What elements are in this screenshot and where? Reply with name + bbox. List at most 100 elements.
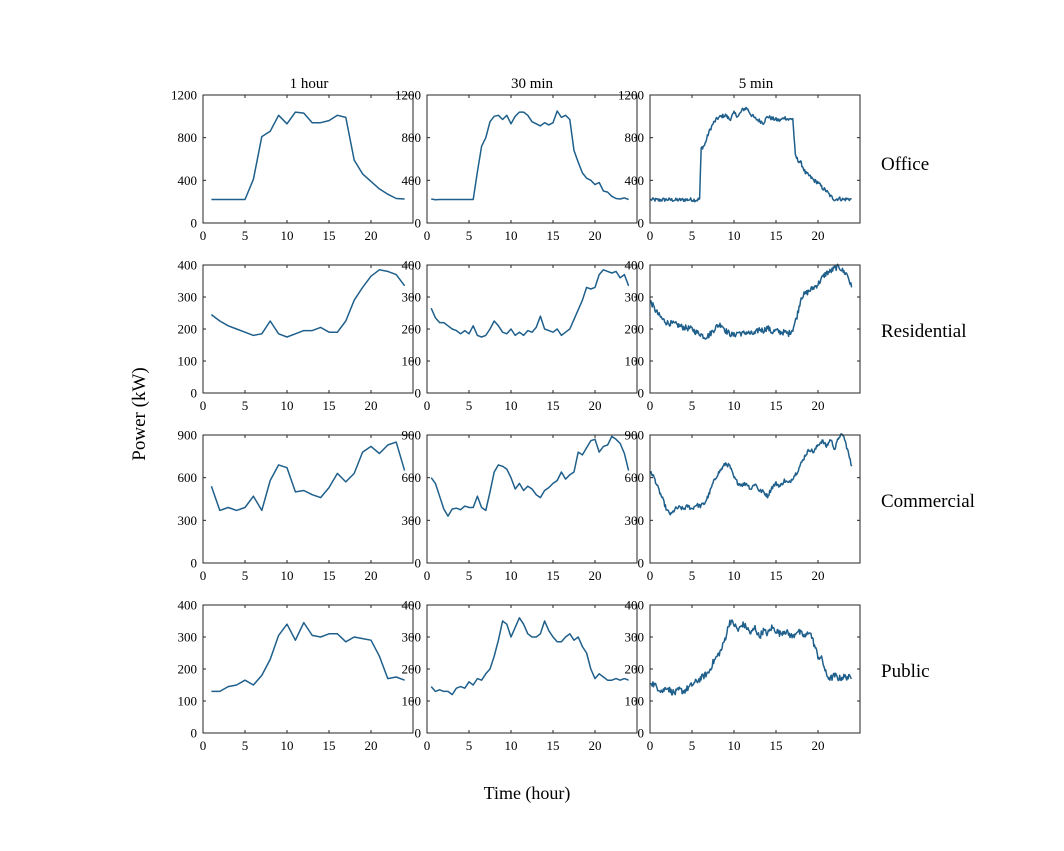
x-tick-label: 15 — [547, 568, 560, 583]
y-tick-label: 600 — [178, 470, 198, 485]
x-tick-label: 5 — [466, 738, 473, 753]
x-tick-label: 0 — [200, 738, 207, 753]
y-tick-label: 0 — [638, 386, 645, 401]
y-tick-label: 900 — [625, 428, 645, 443]
series-line-public-1-hour — [211, 621, 405, 693]
x-tick-label: 0 — [647, 228, 654, 243]
x-tick-label: 0 — [647, 398, 654, 413]
series-line-residential-30-min — [430, 269, 630, 338]
y-tick-label: 400 — [178, 173, 198, 188]
y-tick-label: 200 — [625, 662, 645, 677]
axes-box-commercial-1-hour — [202, 434, 414, 564]
y-tick-label: 0 — [638, 216, 645, 231]
x-tick-label: 0 — [647, 738, 654, 753]
y-tick-label: 100 — [178, 694, 198, 709]
x-tick-label: 5 — [689, 738, 696, 753]
y-tick-label: 200 — [402, 662, 422, 677]
axes-box-commercial-30-min — [426, 434, 638, 564]
x-tick-label: 20 — [589, 228, 602, 243]
y-tick-label: 0 — [191, 216, 198, 231]
x-tick-label: 20 — [365, 228, 378, 243]
panel-commercial-30-min: 0 5 10 15 20 0 300 600 900 — [402, 428, 638, 583]
x-tick-label: 15 — [770, 738, 783, 753]
x-tick-label: 0 — [647, 568, 654, 583]
column-title-30min: 30 min — [511, 76, 554, 92]
series-line-commercial-30-min — [430, 435, 630, 517]
x-tick-label: 0 — [424, 738, 431, 753]
series-line-office-5-min — [650, 106, 852, 203]
x-tick-label: 10 — [728, 398, 741, 413]
panel-commercial-5-min: 0 5 10 15 20 0 300 600 900 — [625, 428, 861, 583]
x-tick-label: 10 — [281, 738, 294, 753]
y-axis-label: Power (kW) — [129, 367, 150, 460]
series-line-commercial-5-min — [650, 433, 853, 516]
column-title-1h: 1 hour — [290, 76, 329, 92]
x-tick-label: 10 — [281, 568, 294, 583]
y-tick-label: 100 — [402, 354, 422, 369]
x-tick-label: 20 — [365, 398, 378, 413]
x-tick-label: 15 — [547, 738, 560, 753]
y-tick-label: 800 — [402, 130, 422, 145]
row-label-public: Public — [881, 661, 930, 682]
x-tick-label: 10 — [281, 398, 294, 413]
y-tick-label: 400 — [402, 258, 422, 273]
y-tick-label: 400 — [402, 173, 422, 188]
y-tick-label: 300 — [625, 290, 645, 305]
x-tick-label: 20 — [812, 738, 825, 753]
y-tick-label: 300 — [402, 630, 422, 645]
y-tick-label: 0 — [191, 726, 198, 741]
y-tick-label: 400 — [625, 598, 645, 613]
y-tick-label: 300 — [178, 290, 198, 305]
x-tick-label: 10 — [728, 228, 741, 243]
x-tick-label: 0 — [424, 398, 431, 413]
y-tick-label: 100 — [402, 694, 422, 709]
x-tick-label: 0 — [200, 398, 207, 413]
y-tick-label: 300 — [625, 630, 645, 645]
y-tick-label: 300 — [178, 630, 198, 645]
panel-office-1-hour: 0 5 10 15 20 0 400 800 1200 — [171, 88, 414, 243]
x-tick-label: 5 — [466, 568, 473, 583]
row-label-office: Office — [881, 154, 929, 175]
x-tick-label: 0 — [424, 568, 431, 583]
series-line-public-5-min — [650, 619, 853, 696]
x-tick-label: 15 — [770, 568, 783, 583]
series-line-office-30-min — [431, 110, 629, 201]
y-tick-label: 900 — [402, 428, 422, 443]
axes-box-office-5-min — [649, 94, 861, 224]
x-tick-label: 0 — [200, 228, 207, 243]
y-tick-label: 100 — [625, 354, 645, 369]
y-tick-label: 200 — [402, 322, 422, 337]
y-tick-label: 400 — [178, 598, 198, 613]
y-tick-label: 0 — [415, 216, 422, 231]
x-tick-label: 5 — [689, 568, 696, 583]
y-tick-label: 1200 — [171, 88, 197, 103]
y-tick-label: 400 — [402, 598, 422, 613]
x-tick-label: 5 — [242, 228, 249, 243]
x-tick-label: 0 — [200, 568, 207, 583]
x-tick-label: 5 — [242, 398, 249, 413]
y-tick-label: 0 — [191, 386, 198, 401]
x-tick-label: 5 — [242, 568, 249, 583]
x-tick-label: 10 — [281, 228, 294, 243]
x-tick-label: 15 — [323, 398, 336, 413]
x-tick-label: 15 — [323, 228, 336, 243]
y-tick-label: 0 — [415, 386, 422, 401]
x-tick-label: 15 — [547, 398, 560, 413]
y-tick-label: 300 — [402, 290, 422, 305]
x-tick-label: 20 — [812, 228, 825, 243]
axes-box-commercial-5-min — [649, 434, 861, 564]
x-tick-label: 20 — [812, 568, 825, 583]
x-tick-label: 15 — [770, 228, 783, 243]
series-line-commercial-1-hour — [210, 441, 406, 512]
y-tick-label: 200 — [625, 322, 645, 337]
y-tick-label: 0 — [415, 556, 422, 571]
y-tick-label: 600 — [625, 470, 645, 485]
x-tick-label: 20 — [589, 398, 602, 413]
x-tick-label: 20 — [589, 738, 602, 753]
